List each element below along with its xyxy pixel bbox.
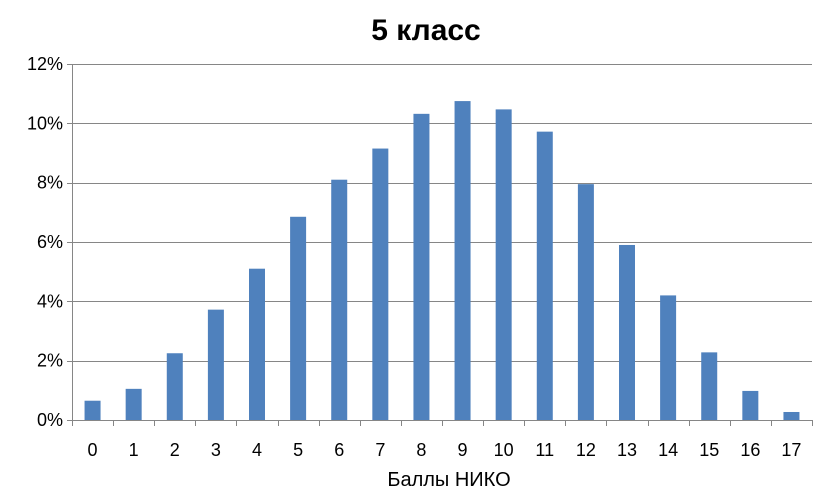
bar-17 — [783, 411, 800, 420]
bar-16 — [742, 390, 759, 420]
y-tick-label: 12% — [27, 54, 63, 74]
x-tick-labels: 0 1 2 3 4 5 6 7 8 9 10 11 12 13 14 15 16 17 — [88, 440, 802, 460]
bar-12 — [577, 184, 594, 420]
x-tick-label: 0 — [88, 440, 98, 460]
x-tick-label: 1 — [129, 440, 139, 460]
bar-9 — [454, 101, 471, 420]
x-tick-label: 3 — [211, 440, 221, 460]
x-tick-label: 5 — [293, 440, 303, 460]
x-tick-label: 4 — [252, 440, 262, 460]
x-tick-label: 2 — [170, 440, 180, 460]
bar-8 — [413, 113, 430, 420]
x-tick-label: 12 — [576, 440, 596, 460]
x-tick-label: 8 — [416, 440, 426, 460]
bars — [84, 101, 800, 421]
axes — [67, 64, 813, 426]
x-tick-label: 15 — [699, 440, 719, 460]
x-tick-label: 6 — [334, 440, 344, 460]
bar-2 — [166, 353, 183, 420]
x-tick-label: 10 — [494, 440, 514, 460]
bar-6 — [331, 179, 348, 420]
y-tick-label: 6% — [37, 232, 63, 252]
y-tick-label: 0% — [37, 410, 63, 430]
y-tick-labels: 0% 2% 4% 6% 8% 10% 12% — [27, 54, 63, 430]
x-tick-label: 16 — [740, 440, 760, 460]
bar-13 — [619, 244, 635, 420]
x-axis-title: Баллы НИКО — [387, 469, 510, 491]
bar-15 — [701, 352, 718, 420]
bar-3 — [207, 309, 224, 420]
x-tick-label: 11 — [535, 440, 554, 460]
y-tick-label: 8% — [37, 173, 63, 193]
bar-1 — [125, 388, 142, 420]
y-tick-label: 2% — [37, 351, 63, 371]
bar-4 — [249, 268, 265, 420]
bar-11 — [536, 131, 553, 420]
grid-lines — [72, 64, 812, 362]
x-tick-label: 17 — [781, 440, 801, 460]
x-tick-label: 13 — [617, 440, 637, 460]
x-tick-label: 7 — [375, 440, 385, 460]
y-tick-label: 10% — [27, 113, 63, 133]
bar-5 — [290, 216, 307, 420]
y-tick-label: 4% — [37, 291, 63, 311]
bar-7 — [372, 148, 389, 421]
bar-0 — [84, 400, 101, 420]
chart-title: 5 класс — [371, 14, 481, 47]
x-tick-label: 9 — [458, 440, 468, 460]
bar-14 — [660, 295, 677, 420]
bar-10 — [495, 109, 512, 420]
x-tick-label: 14 — [658, 440, 678, 460]
